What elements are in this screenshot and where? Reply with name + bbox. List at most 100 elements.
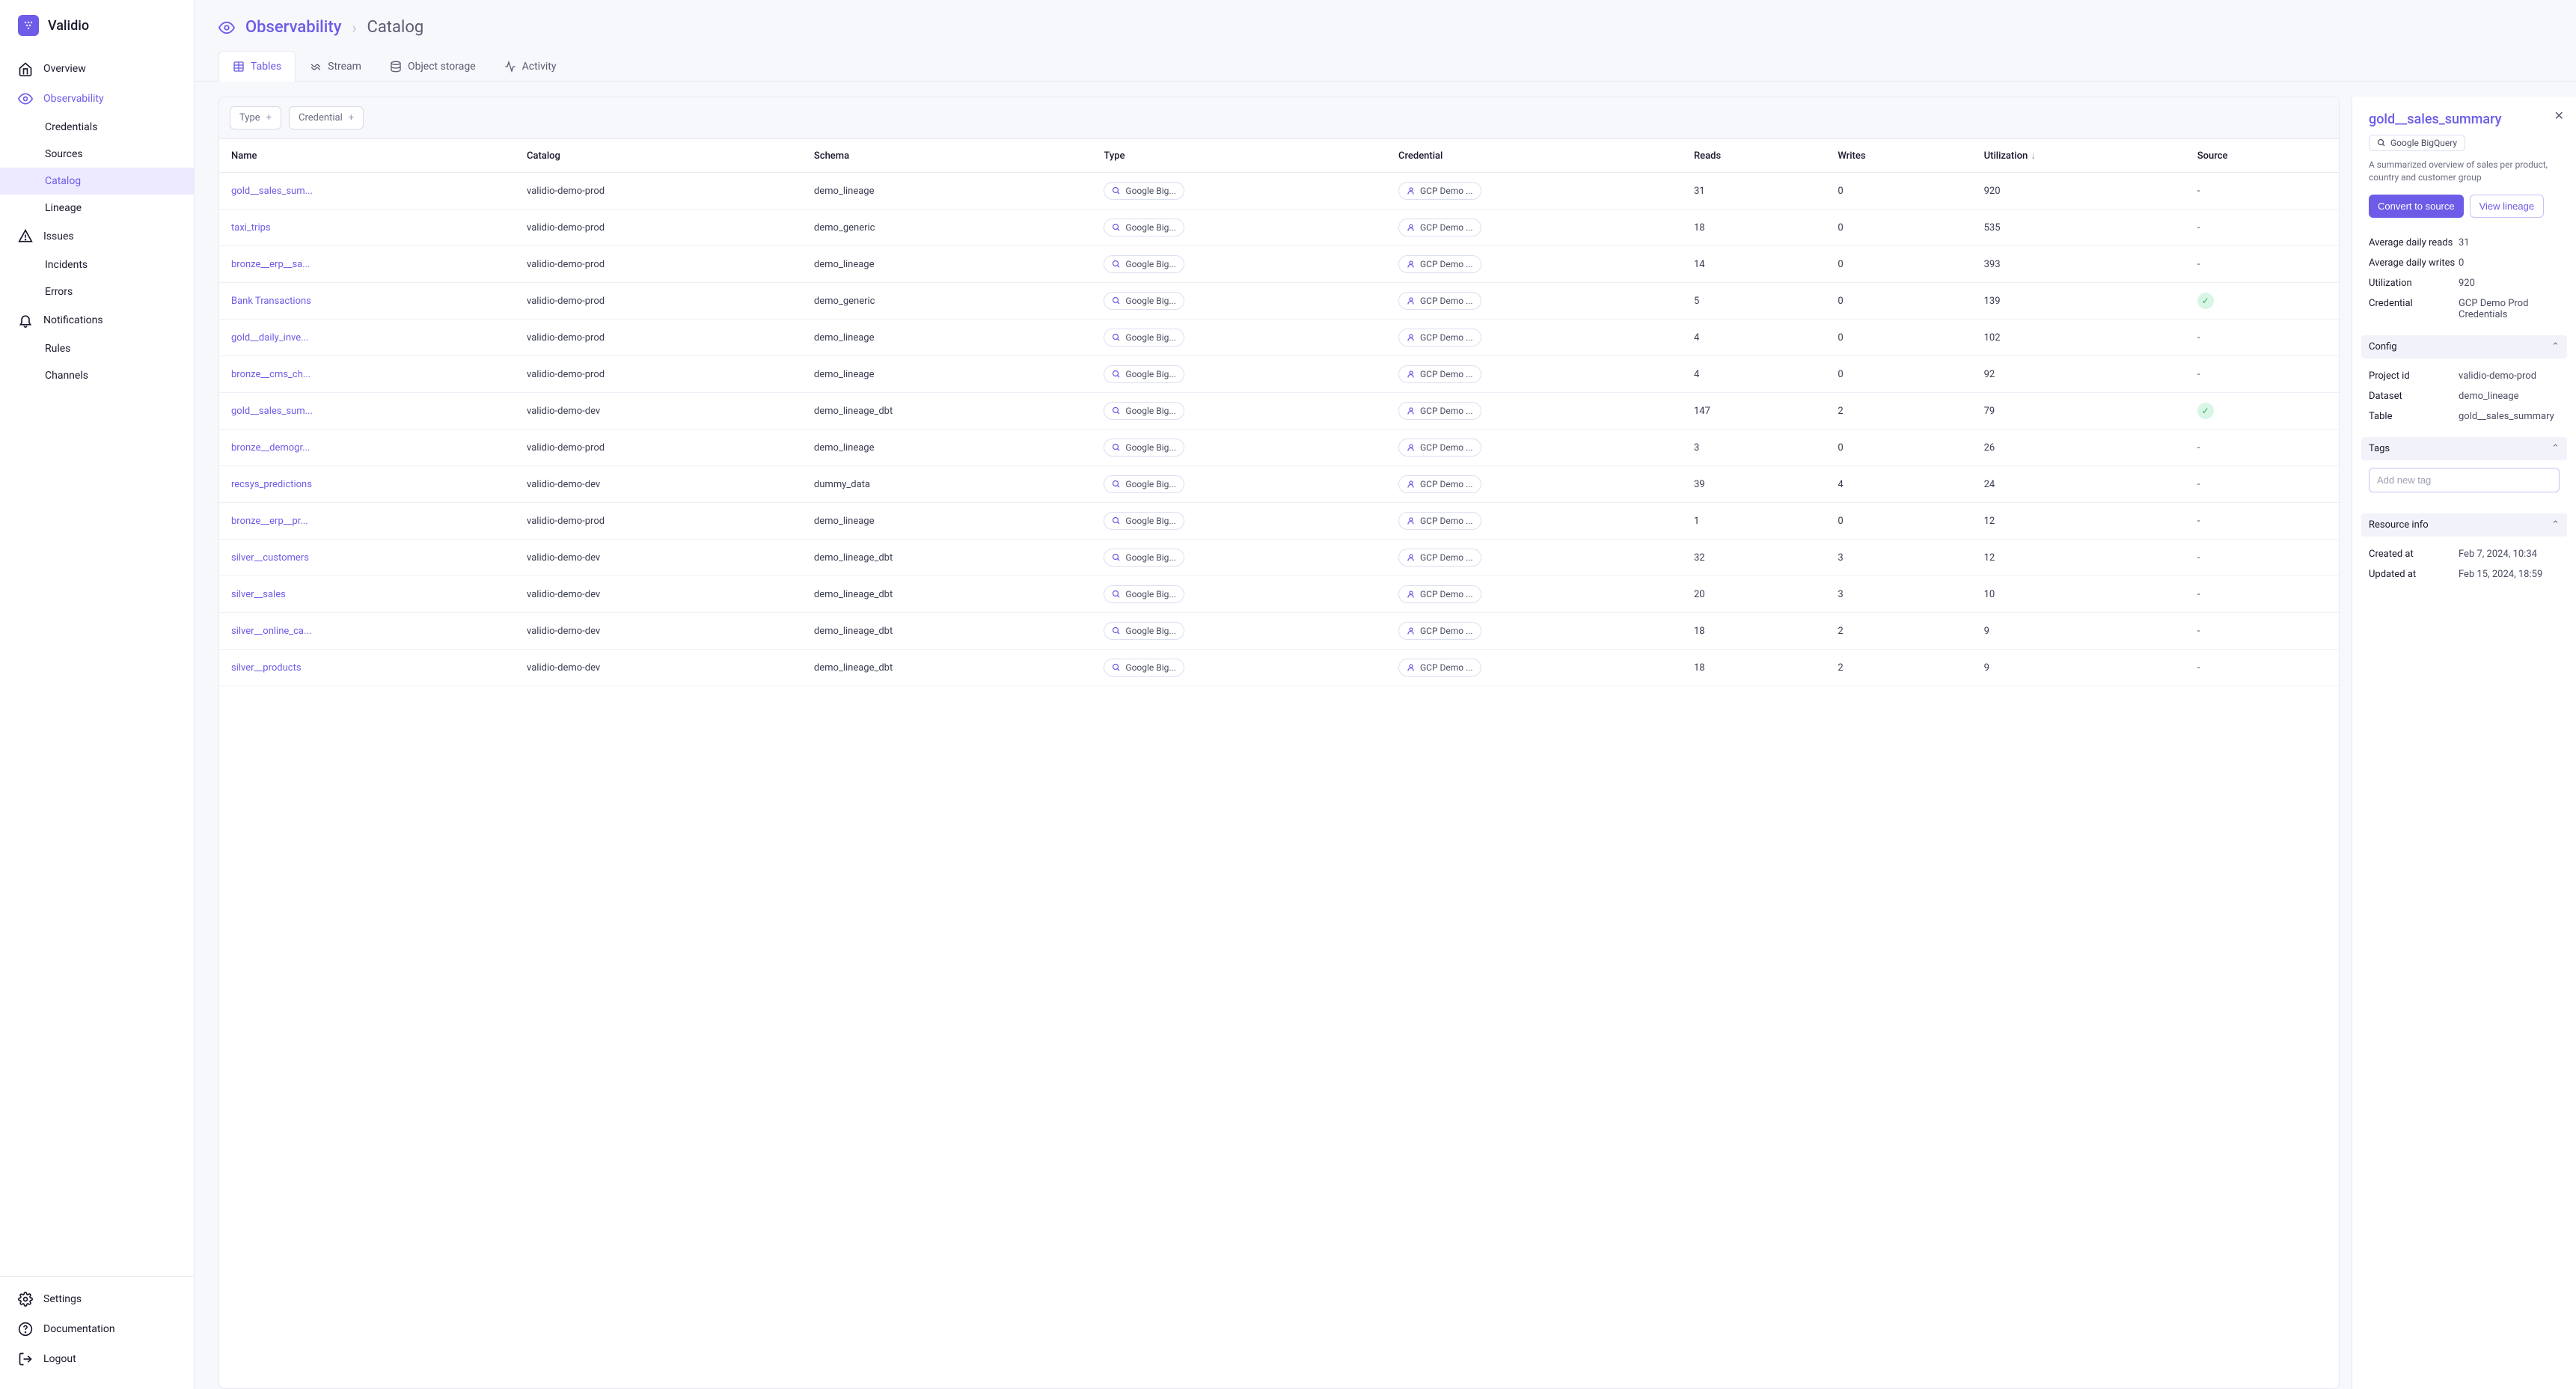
row-name-link[interactable]: Bank Transactions	[231, 296, 311, 307]
row-name-link[interactable]: gold__sales_sum...	[231, 186, 313, 197]
nav-sub-errors[interactable]: Errors	[0, 278, 194, 305]
col-source[interactable]: Source	[2185, 139, 2339, 173]
filter-type[interactable]: Type+	[230, 106, 281, 129]
row-schema: demo_lineage_dbt	[802, 650, 1092, 686]
table-row[interactable]: gold__sales_sum...validio-demo-proddemo_…	[219, 173, 2339, 210]
kv-row: Datasetdemo_lineage	[2369, 386, 2560, 406]
table-row[interactable]: bronze__erp__sa...validio-demo-proddemo_…	[219, 246, 2339, 283]
row-util: 12	[1972, 540, 2185, 576]
row-catalog: validio-demo-prod	[515, 246, 802, 283]
tab-object-storage[interactable]: Object storage	[376, 51, 490, 82]
nav-sub-sources[interactable]: Sources	[0, 141, 194, 168]
credential-icon	[1407, 186, 1416, 195]
row-util: 920	[1972, 173, 2185, 210]
table-row[interactable]: gold__sales_sum...validio-demo-devdemo_l…	[219, 393, 2339, 430]
tab-tables[interactable]: Tables	[218, 51, 296, 82]
nav-sub-catalog[interactable]: Catalog	[0, 168, 194, 195]
col-name[interactable]: Name	[219, 139, 515, 173]
row-catalog: validio-demo-prod	[515, 356, 802, 393]
tags-section-header[interactable]: Tags ⌃	[2361, 437, 2567, 460]
source-empty: -	[2197, 589, 2200, 600]
nav-item-overview[interactable]: Overview	[0, 54, 194, 84]
detail-resource: Created atFeb 7, 2024, 10:34 Updated atFe…	[2369, 544, 2560, 584]
kv-row: Utilization920	[2369, 273, 2560, 293]
bigquery-icon	[1112, 296, 1121, 305]
nav-item-logout[interactable]: Logout	[0, 1344, 194, 1374]
nav-item-settings[interactable]: Settings	[0, 1284, 194, 1314]
tab-stream[interactable]: Stream	[296, 51, 376, 82]
filter-credential[interactable]: Credential+	[289, 106, 364, 129]
bigquery-icon	[2377, 138, 2386, 147]
nav-item-issues[interactable]: Issues	[0, 222, 194, 251]
nav-item-observability[interactable]: Observability	[0, 84, 194, 114]
row-reads: 147	[1682, 393, 1826, 430]
table-row[interactable]: silver__salesvalidio-demo-devdemo_lineag…	[219, 576, 2339, 613]
table-row[interactable]: bronze__erp__pr...validio-demo-proddemo_…	[219, 503, 2339, 540]
row-name-link[interactable]: gold__daily_inve...	[231, 332, 308, 344]
nav-sub-incidents[interactable]: Incidents	[0, 251, 194, 278]
table-row[interactable]: recsys_predictionsvalidio-demo-devdummy_…	[219, 466, 2339, 503]
col-catalog[interactable]: Catalog	[515, 139, 802, 173]
nav-sub-channels[interactable]: Channels	[0, 362, 194, 389]
credential-icon	[1407, 443, 1416, 452]
logo[interactable]: Validio	[0, 15, 194, 54]
config-section-header[interactable]: Config ⌃	[2361, 335, 2567, 358]
col-utilization[interactable]: Utilization↓	[1972, 139, 2185, 173]
convert-to-source-button[interactable]: Convert to source	[2369, 195, 2464, 218]
row-name-link[interactable]: recsys_predictions	[231, 479, 312, 490]
row-name-link[interactable]: bronze__cms_ch...	[231, 369, 310, 380]
row-reads: 18	[1682, 210, 1826, 246]
table-row[interactable]: gold__daily_inve...validio-demo-proddemo…	[219, 320, 2339, 356]
row-name-link[interactable]: silver__customers	[231, 552, 309, 564]
col-credential[interactable]: Credential	[1386, 139, 1682, 173]
catalog-table: NameCatalogSchemaTypeCredentialReadsWrit…	[219, 139, 2339, 686]
row-name-link[interactable]: silver__products	[231, 662, 302, 674]
source-empty: -	[2197, 626, 2200, 637]
kv-row: Project idvalidio-demo-prod	[2369, 366, 2560, 386]
row-name-link[interactable]: bronze__erp__pr...	[231, 516, 308, 527]
credential-pill: GCP Demo ...	[1398, 292, 1481, 310]
tab-activity[interactable]: Activity	[490, 51, 571, 82]
nav-label: Settings	[43, 1293, 82, 1305]
row-name-link[interactable]: silver__online_ca...	[231, 626, 311, 637]
table-row[interactable]: bronze__demogr...validio-demo-proddemo_l…	[219, 430, 2339, 466]
row-writes: 0	[1826, 210, 1971, 246]
row-name-link[interactable]: silver__sales	[231, 589, 286, 600]
row-name-link[interactable]: gold__sales_sum...	[231, 406, 313, 417]
kv-row: Tablegold__sales_summary	[2369, 406, 2560, 427]
table-row[interactable]: silver__online_ca...validio-demo-devdemo…	[219, 613, 2339, 650]
kv-key: Dataset	[2369, 391, 2459, 402]
view-lineage-button[interactable]: View lineage	[2470, 195, 2544, 218]
row-source: -	[2185, 246, 2339, 283]
nav-sub-credentials[interactable]: Credentials	[0, 114, 194, 141]
table-row[interactable]: bronze__cms_ch...validio-demo-proddemo_l…	[219, 356, 2339, 393]
row-name-link[interactable]: bronze__demogr...	[231, 442, 310, 454]
nav-sub-lineage[interactable]: Lineage	[0, 195, 194, 222]
row-writes: 0	[1826, 173, 1971, 210]
col-schema[interactable]: Schema	[802, 139, 1092, 173]
type-pill: Google Big...	[1104, 365, 1184, 383]
row-util: 9	[1972, 650, 2185, 686]
kv-value: Feb 7, 2024, 10:34	[2459, 549, 2560, 560]
nav-item-documentation[interactable]: Documentation	[0, 1314, 194, 1344]
table-row[interactable]: taxi_tripsvalidio-demo-proddemo_genericG…	[219, 210, 2339, 246]
table-row[interactable]: silver__customersvalidio-demo-devdemo_li…	[219, 540, 2339, 576]
table-row[interactable]: silver__productsvalidio-demo-devdemo_lin…	[219, 650, 2339, 686]
kv-row: Created atFeb 7, 2024, 10:34	[2369, 544, 2560, 564]
table-row[interactable]: Bank Transactionsvalidio-demo-proddemo_g…	[219, 283, 2339, 320]
credential-icon	[1407, 480, 1416, 489]
breadcrumb-root[interactable]: Observability	[245, 18, 342, 37]
nav-sub-rules[interactable]: Rules	[0, 335, 194, 362]
resource-section-header[interactable]: Resource info ⌃	[2361, 513, 2567, 537]
kv-key: Utilization	[2369, 278, 2459, 289]
col-writes[interactable]: Writes	[1826, 139, 1971, 173]
row-name-link[interactable]: taxi_trips	[231, 222, 271, 233]
nav-footer: Settings DocumentationLogout	[0, 1276, 194, 1374]
col-type[interactable]: Type	[1092, 139, 1386, 173]
nav-item-notifications[interactable]: Notifications	[0, 305, 194, 335]
row-name-link[interactable]: bronze__erp__sa...	[231, 259, 310, 270]
add-tag-input[interactable]	[2369, 468, 2560, 492]
col-reads[interactable]: Reads	[1682, 139, 1826, 173]
close-icon[interactable]: ✕	[2554, 109, 2564, 123]
kv-key: Updated at	[2369, 569, 2459, 580]
